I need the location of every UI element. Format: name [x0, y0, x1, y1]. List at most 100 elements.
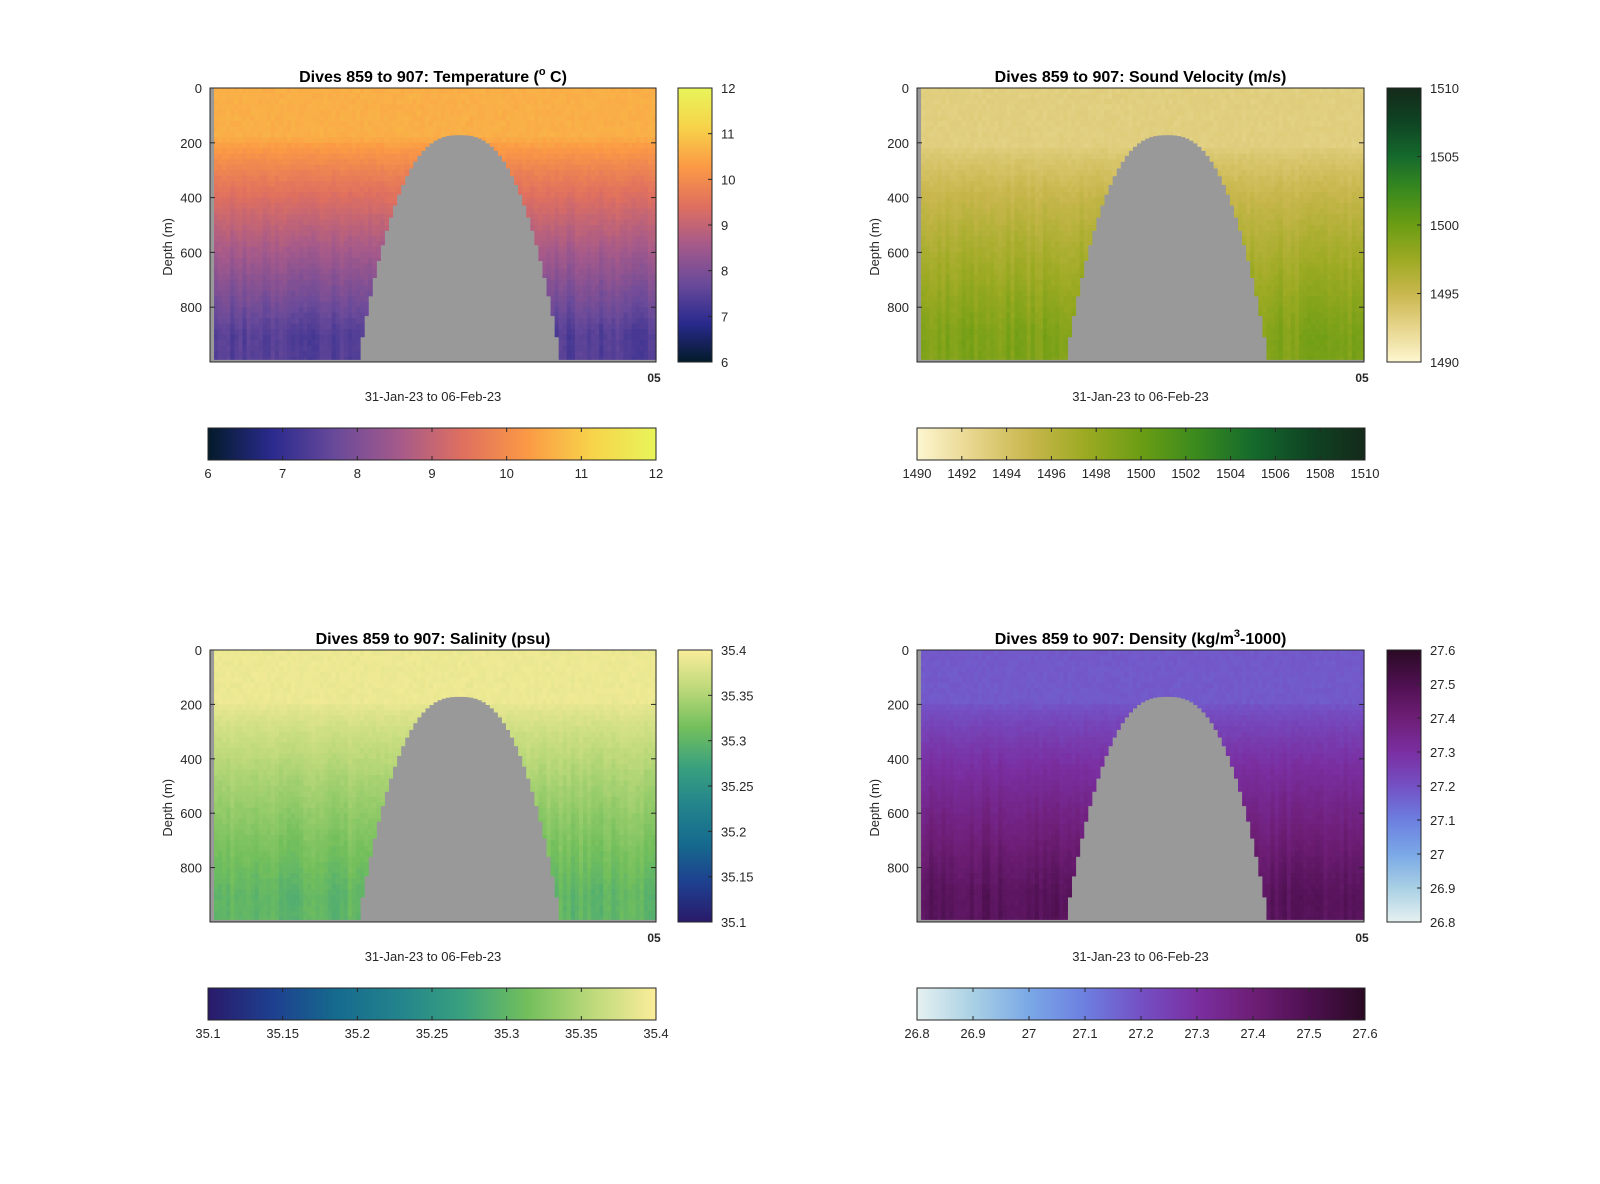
data-cell — [328, 159, 333, 165]
data-cell — [267, 209, 272, 215]
data-cell — [222, 313, 227, 319]
data-cell — [611, 351, 616, 357]
data-cell — [275, 285, 280, 291]
data-cell-shelf — [405, 99, 410, 105]
data-cell — [283, 214, 288, 220]
data-cell — [275, 335, 280, 341]
data-cell — [595, 225, 600, 231]
data-cell — [958, 230, 963, 236]
data-cell — [299, 225, 304, 231]
data-cell — [279, 280, 284, 286]
data-cell — [945, 154, 950, 160]
data-cell — [986, 324, 991, 330]
data-cell-shelf — [555, 93, 560, 99]
data-cell — [230, 132, 235, 138]
data-cell — [966, 203, 971, 209]
data-cell — [575, 165, 580, 171]
data-cell — [348, 159, 353, 165]
data-cell — [962, 93, 967, 99]
data-cell-shelf — [449, 93, 454, 99]
data-cell — [242, 225, 247, 231]
data-cell — [571, 258, 576, 264]
data-cell — [990, 176, 995, 182]
data-cell — [966, 110, 971, 116]
data-cell-shelf — [392, 187, 397, 193]
data-cell — [583, 209, 588, 215]
data-cell-shelf — [372, 209, 377, 215]
data-cell-shelf — [547, 209, 552, 215]
data-cell — [319, 126, 324, 132]
data-cell — [251, 340, 256, 346]
data-cell — [336, 269, 341, 275]
data-cell-shelf — [376, 110, 381, 116]
data-cell-shelf — [559, 154, 564, 160]
data-cell-shelf — [372, 165, 377, 171]
data-cell — [950, 258, 955, 264]
data-cell — [933, 214, 938, 220]
data-cell-shelf — [356, 220, 361, 226]
data-cell — [937, 99, 942, 105]
data-cell — [311, 247, 316, 253]
data-cell — [242, 154, 247, 160]
data-cell — [929, 340, 934, 346]
data-cell — [571, 285, 576, 291]
data-cell — [234, 296, 239, 302]
data-cell-shelf — [502, 121, 507, 127]
data-cell — [933, 252, 938, 258]
data-cell — [603, 291, 608, 297]
data-cell — [640, 121, 645, 127]
data-cell — [324, 159, 329, 165]
data-cell — [287, 302, 292, 308]
data-cell-shelf — [413, 121, 418, 127]
data-cell — [648, 324, 653, 330]
data-cell — [620, 192, 625, 198]
data-cell — [344, 236, 349, 242]
data-cell-shelf — [356, 302, 361, 308]
data-cell-shelf — [437, 104, 442, 110]
data-cell — [994, 176, 999, 182]
data-cell — [599, 291, 604, 297]
data-cell — [242, 181, 247, 187]
data-cell-shelf — [559, 115, 564, 121]
data-cell — [279, 115, 284, 121]
data-cell — [319, 181, 324, 187]
data-cell — [607, 198, 612, 204]
data-cell-shelf — [518, 143, 523, 149]
data-cell — [607, 181, 612, 187]
data-cell-shelf — [413, 110, 418, 116]
data-cell — [242, 214, 247, 220]
data-cell — [267, 335, 272, 341]
data-cell-shelf — [510, 99, 515, 105]
data-cell — [279, 335, 284, 341]
data-cell-shelf — [547, 241, 552, 247]
data-cell — [994, 335, 999, 341]
data-cell — [226, 241, 231, 247]
data-cell — [307, 187, 312, 193]
data-cell — [571, 121, 576, 127]
data-cell — [990, 88, 995, 94]
data-cell-shelf — [388, 165, 393, 171]
data-cell-shelf — [534, 126, 539, 132]
data-cell — [340, 313, 345, 319]
data-cell — [607, 176, 612, 182]
data-cell — [332, 247, 337, 253]
data-cell — [275, 192, 280, 198]
data-cell — [945, 329, 950, 335]
data-cell-shelf — [486, 132, 491, 138]
data-cell — [255, 335, 260, 341]
data-cell — [933, 198, 938, 204]
data-cell-shelf — [518, 110, 523, 116]
data-cell — [315, 165, 320, 171]
data-cell-shelf — [380, 209, 385, 215]
data-cell-shelf — [547, 176, 552, 182]
data-cell — [954, 115, 959, 121]
data-cell — [238, 241, 243, 247]
data-cell — [319, 357, 324, 360]
data-cell — [620, 137, 625, 143]
data-cell-shelf — [474, 93, 479, 99]
data-cell — [259, 132, 264, 138]
data-cell — [238, 99, 243, 105]
data-cell — [595, 143, 600, 149]
data-cell — [295, 159, 300, 165]
data-cell — [246, 198, 251, 204]
